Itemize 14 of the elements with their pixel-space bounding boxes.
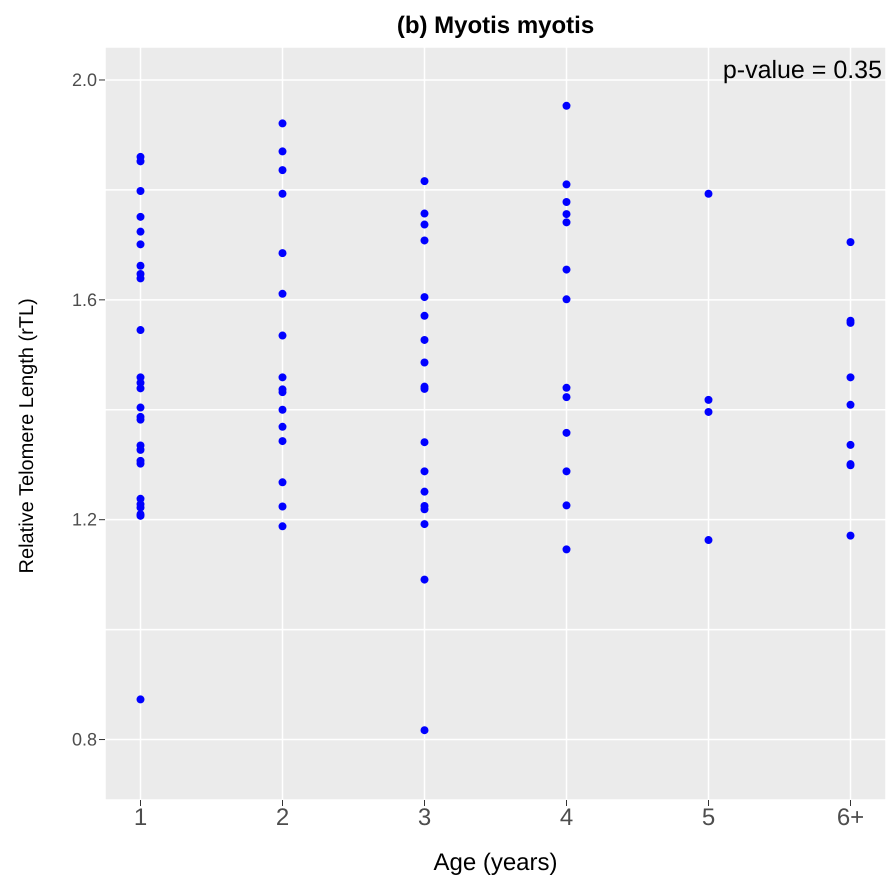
y-tick-label: 2.0 — [72, 70, 97, 90]
y-tick-label: 1.6 — [72, 290, 97, 310]
x-tick-label: 1 — [134, 804, 148, 832]
x-axis-title: Age (years) — [433, 849, 558, 876]
x-tick-label: 2 — [276, 804, 290, 832]
y-tick-label: 1.2 — [72, 510, 97, 530]
x-tick-label: 5 — [702, 804, 716, 832]
x-tick-label: 4 — [560, 804, 574, 832]
x-tick-label: 3 — [418, 804, 432, 832]
x-tick-label: 6+ — [836, 804, 864, 832]
chart-title: (b) Myotis myotis — [396, 12, 596, 40]
annotation: p-value = 0.35 — [722, 56, 882, 85]
y-axis-title: Relative Telomere Length (rTL) — [16, 298, 38, 574]
y-tick-label: 0.8 — [72, 730, 97, 750]
